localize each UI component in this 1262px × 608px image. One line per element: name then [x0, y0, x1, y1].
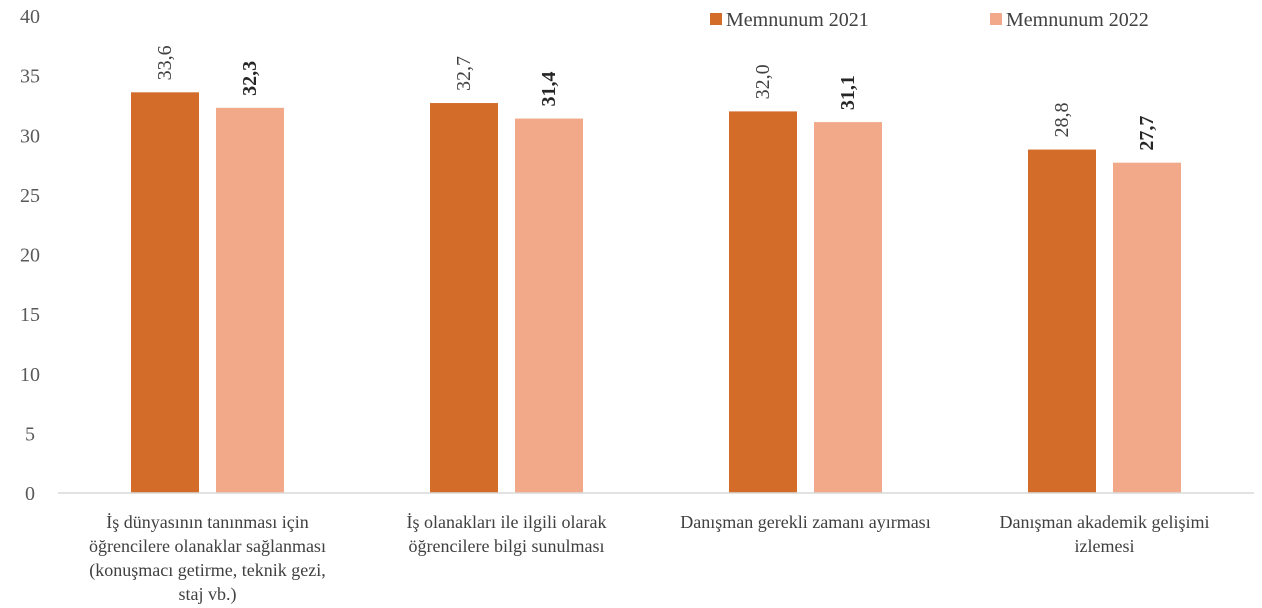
category-label: Danışman akademik gelişimi — [1000, 512, 1210, 532]
y-tick-label: 30 — [20, 125, 40, 147]
bar — [216, 107, 284, 493]
bars: 33,6 32,3 32,7 31,4 32,0 31,1 28,8 27,7 — [131, 45, 1181, 494]
data-label: 32,7 — [453, 56, 475, 91]
y-tick-label: 35 — [20, 66, 40, 88]
legend-swatch — [990, 13, 1002, 25]
data-label: 32,0 — [752, 64, 774, 99]
x-axis-labels: İş dünyasının tanınması için öğrencilere … — [89, 512, 1209, 605]
y-tick-label: 10 — [20, 364, 40, 386]
data-label: 32,3 — [239, 61, 261, 96]
data-label: 31,1 — [837, 75, 859, 110]
bar — [1028, 149, 1096, 493]
legend-swatch — [710, 13, 722, 25]
category-label: (konuşmacı getirme, teknik gezi, — [89, 560, 325, 581]
bar — [515, 118, 583, 494]
data-label: 28,8 — [1051, 103, 1073, 138]
y-axis: 0 5 10 15 20 25 30 35 40 — [20, 6, 40, 505]
data-label: 33,6 — [154, 45, 176, 80]
category-label: öğrencilere olanaklar sağlanması — [89, 536, 326, 556]
category-label: öğrencilere bilgi sunulması — [409, 536, 605, 556]
y-tick-label: 25 — [20, 185, 40, 207]
y-tick-label: 15 — [20, 304, 40, 326]
category-label: izlemesi — [1075, 536, 1135, 556]
bar — [729, 111, 797, 494]
category-label: Danışman gerekli zamanı ayırması — [680, 512, 930, 532]
bar — [1113, 162, 1181, 494]
legend-label: Memnunum 2022 — [1006, 9, 1149, 31]
y-tick-label: 40 — [20, 6, 40, 28]
data-label: 31,4 — [538, 72, 560, 107]
legend-label: Memnunum 2021 — [726, 9, 869, 31]
legend: Memnunum 2021 Memnunum 2022 — [710, 9, 1149, 31]
category-label: İş olanakları ile ilgili olarak — [407, 512, 607, 532]
bar — [814, 122, 882, 493]
y-tick-label: 20 — [20, 245, 40, 267]
category-label: İş dünyasının tanınması için — [106, 512, 308, 532]
bar — [131, 92, 199, 493]
y-tick-label: 0 — [25, 483, 35, 505]
category-label: staj vb.) — [179, 584, 237, 605]
y-tick-label: 5 — [25, 423, 35, 445]
bar — [430, 103, 498, 494]
data-label: 27,7 — [1136, 116, 1158, 151]
